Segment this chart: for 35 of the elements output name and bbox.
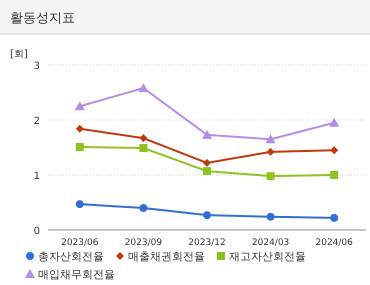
- x-tick-label: 2023/06: [61, 238, 99, 248]
- point: [330, 146, 338, 154]
- point: [266, 134, 276, 144]
- legend-label: 매입채무회전율: [38, 268, 115, 281]
- point: [76, 142, 84, 151]
- point: [203, 211, 211, 220]
- x-tick-label: 2023/12: [188, 238, 226, 248]
- point: [266, 212, 275, 221]
- y-axis-title: [회]: [10, 49, 28, 60]
- point: [330, 171, 338, 179]
- x-tick-label: 2023/09: [124, 238, 162, 248]
- point: [138, 83, 148, 92]
- point: [76, 124, 84, 133]
- point: [266, 172, 275, 180]
- point: [330, 214, 338, 222]
- y-tick-label: 0: [34, 226, 40, 237]
- point: [202, 130, 212, 139]
- chart-title: 활동성지표: [10, 11, 75, 26]
- y-tick-label: 1: [34, 171, 40, 182]
- legend-label: 재고자산회전율: [229, 250, 306, 263]
- point: [203, 158, 211, 167]
- point: [76, 200, 84, 208]
- point: [329, 118, 340, 127]
- legend-label: 총자산회전율: [38, 250, 104, 263]
- point: [139, 204, 148, 212]
- point: [74, 101, 85, 110]
- point: [266, 148, 275, 156]
- point: [139, 134, 148, 142]
- point: [139, 144, 148, 152]
- x-tick-label: 2024/03: [252, 238, 290, 248]
- x-tick-label: 2024/06: [316, 238, 354, 248]
- y-tick-label: 2: [34, 116, 40, 127]
- y-tick-label: 3: [34, 61, 40, 72]
- point: [203, 167, 211, 176]
- legend-label: 매출채권회전율: [128, 250, 205, 263]
